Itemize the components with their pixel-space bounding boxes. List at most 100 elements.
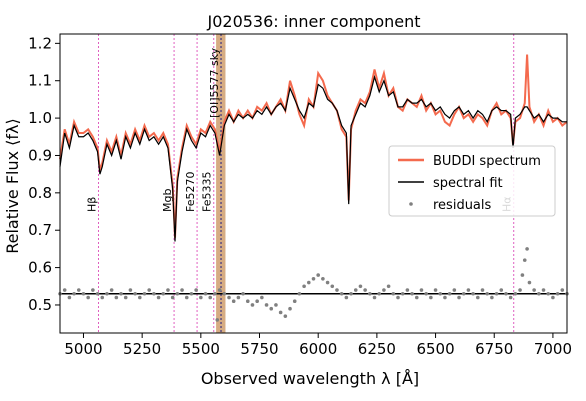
residual-point xyxy=(170,295,175,300)
residual-point xyxy=(245,299,250,304)
data-series xyxy=(58,54,569,322)
residual-point xyxy=(358,284,363,289)
x-tick-label: 6250 xyxy=(358,340,396,358)
residual-point xyxy=(86,295,90,300)
residual-point xyxy=(560,288,565,292)
series-spectral-fit xyxy=(59,74,567,242)
residual-point xyxy=(208,295,213,300)
y-tick-label: 0.6 xyxy=(28,259,52,277)
legend: BUDDI spectrum spectral fit residuals xyxy=(388,145,556,217)
residual-point xyxy=(551,295,555,300)
residual-point xyxy=(466,288,471,292)
x-tick-label: 5250 xyxy=(123,340,161,358)
y-tick-label: 0.5 xyxy=(28,296,52,314)
residual-point xyxy=(386,284,391,289)
residual-point xyxy=(95,291,100,296)
y-tick-label: 1.1 xyxy=(28,72,52,90)
residual-point xyxy=(72,291,76,296)
legend-box xyxy=(388,145,556,217)
residual-point xyxy=(147,288,151,292)
residual-point xyxy=(335,288,339,292)
residual-point xyxy=(175,291,180,296)
residual-point xyxy=(100,295,105,300)
residual-point xyxy=(485,291,489,296)
residual-point xyxy=(184,295,189,300)
residual-point xyxy=(241,291,245,296)
residual-point xyxy=(480,288,485,292)
legend-label-residuals: residuals xyxy=(433,198,492,213)
x-tick-label: 5000 xyxy=(64,340,102,358)
residual-point xyxy=(349,291,353,296)
residual-point xyxy=(81,291,86,296)
residual-point xyxy=(123,295,128,300)
residual-point xyxy=(302,284,306,289)
residual-point xyxy=(288,306,292,311)
residual-point xyxy=(283,314,288,318)
residual-point xyxy=(476,295,480,300)
residual-point xyxy=(433,288,438,292)
residual-point xyxy=(278,310,283,315)
residual-point xyxy=(513,291,518,296)
line-marker-label-4: [OI]5577 sky xyxy=(208,47,221,118)
residual-point xyxy=(520,273,525,277)
residual-point xyxy=(194,288,198,292)
residual-point xyxy=(311,277,316,281)
line-marker-label-1: Mgb xyxy=(161,189,174,212)
x-tick-label: 7000 xyxy=(534,340,572,358)
chart-title: J020536: inner component xyxy=(206,12,420,31)
residual-point xyxy=(222,291,227,296)
residual-point xyxy=(525,247,529,251)
residual-point xyxy=(353,288,358,292)
residual-point xyxy=(255,299,259,304)
residual-point xyxy=(555,291,560,296)
residual-point xyxy=(213,291,217,296)
residual-point xyxy=(62,288,67,292)
y-tick-label: 0.9 xyxy=(28,146,52,164)
residual-point xyxy=(508,295,513,300)
y-tick-label: 1.0 xyxy=(28,109,52,127)
legend-label-fit: spectral fit xyxy=(433,176,503,191)
residual-point xyxy=(438,291,443,296)
residual-point xyxy=(400,291,405,296)
residual-point xyxy=(499,288,504,292)
residual-point xyxy=(166,288,170,292)
residual-point xyxy=(321,277,325,281)
line-marker-label-2: Fe5270 xyxy=(184,172,197,213)
residual-point xyxy=(443,295,447,300)
residual-point xyxy=(264,303,269,307)
y-tick-label: 0.8 xyxy=(28,184,52,202)
residual-point xyxy=(297,291,302,296)
residual-point xyxy=(67,295,72,300)
residual-point xyxy=(344,295,349,300)
residual-point xyxy=(217,288,222,292)
x-tick-label: 5750 xyxy=(240,340,278,358)
legend-label-buddi: BUDDI spectrum xyxy=(433,154,541,169)
residual-point xyxy=(269,306,274,311)
residual-point xyxy=(414,295,419,300)
residual-point xyxy=(461,291,466,296)
y-tick-label: 0.7 xyxy=(28,221,52,239)
residual-point xyxy=(339,291,344,296)
series-buddi-spectrum xyxy=(59,54,568,238)
residual-point xyxy=(128,288,133,292)
residual-point xyxy=(114,295,119,300)
residual-point xyxy=(541,288,546,292)
x-tick-label: 5500 xyxy=(182,340,220,358)
residual-point xyxy=(250,303,255,307)
residual-point xyxy=(330,284,335,289)
residual-point xyxy=(215,318,220,322)
y-tick-label: 1.2 xyxy=(28,34,52,52)
residual-point xyxy=(363,288,367,292)
residual-point xyxy=(199,295,203,300)
residual-point xyxy=(260,295,264,300)
residual-point xyxy=(368,291,372,296)
residual-point xyxy=(156,295,161,300)
residual-point xyxy=(537,291,541,296)
residual-point xyxy=(109,288,114,292)
residual-point xyxy=(396,295,400,300)
residual-point xyxy=(292,299,297,304)
residual-point xyxy=(504,291,508,296)
residual-point xyxy=(377,291,382,296)
